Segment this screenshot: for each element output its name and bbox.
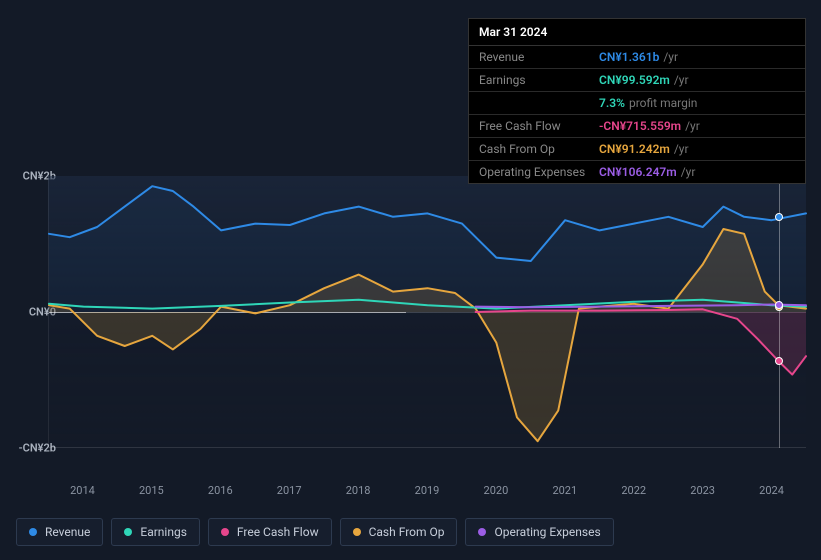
legend-item-earnings[interactable]: Earnings bbox=[111, 518, 200, 546]
x-axis-label: 2019 bbox=[415, 484, 440, 497]
tooltip-date: Mar 31 2024 bbox=[469, 19, 805, 46]
x-axis-label: 2015 bbox=[139, 484, 164, 497]
legend-label: Earnings bbox=[140, 525, 187, 539]
tooltip-row: Cash From OpCN¥91.242m/yr bbox=[469, 138, 805, 161]
tooltip-value: CN¥91.242m bbox=[599, 142, 670, 156]
legend-swatch bbox=[353, 528, 361, 536]
tooltip-unit: /yr bbox=[685, 119, 700, 133]
tooltip-label: Earnings bbox=[479, 73, 599, 87]
tooltip-label: Operating Expenses bbox=[479, 165, 599, 179]
x-axis-label: 2016 bbox=[208, 484, 233, 497]
x-axis-label: 2018 bbox=[346, 484, 371, 497]
tooltip-label: Revenue bbox=[479, 50, 599, 64]
tooltip-unit: /yr bbox=[663, 50, 678, 64]
legend-label: Operating Expenses bbox=[494, 525, 600, 539]
tooltip-label bbox=[479, 96, 599, 110]
tooltip-row: RevenueCN¥1.361b/yr bbox=[469, 46, 805, 69]
legend-label: Revenue bbox=[45, 525, 90, 539]
legend-item-fcf[interactable]: Free Cash Flow bbox=[208, 518, 332, 546]
tooltip-row: Free Cash Flow-CN¥715.559m/yr bbox=[469, 115, 805, 138]
tooltip-value: CN¥106.247m bbox=[599, 165, 677, 179]
x-axis: 2014 2015 2016 2017 2018 2019 2020 2021 2022 2023… bbox=[48, 484, 806, 498]
x-axis-label: 2021 bbox=[552, 484, 577, 497]
tooltip-unit: profit margin bbox=[629, 96, 697, 110]
tooltip-value: CN¥1.361b bbox=[599, 50, 659, 64]
legend-swatch bbox=[478, 528, 486, 536]
x-axis-label: 2024 bbox=[759, 484, 784, 497]
legend-item-cfo[interactable]: Cash From Op bbox=[340, 518, 458, 546]
tooltip-value: 7.3% bbox=[599, 96, 625, 110]
tooltip-row: Operating ExpensesCN¥106.247m/yr bbox=[469, 161, 805, 183]
legend-swatch bbox=[221, 528, 229, 536]
tooltip-row: 7.3% profit margin bbox=[469, 92, 805, 115]
opex-marker bbox=[775, 301, 783, 309]
legend-item-opex[interactable]: Operating Expenses bbox=[465, 518, 613, 546]
tooltip-rows: RevenueCN¥1.361b/yrEarningsCN¥99.592m/yr… bbox=[469, 46, 805, 183]
x-axis-label: 2022 bbox=[621, 484, 646, 497]
revenue-marker bbox=[775, 213, 783, 221]
revenue-area bbox=[49, 186, 806, 312]
legend-swatch bbox=[124, 528, 132, 536]
legend-label: Cash From Op bbox=[369, 525, 445, 539]
tooltip-value: -CN¥715.559m bbox=[599, 119, 681, 133]
plot-region[interactable] bbox=[48, 176, 806, 448]
legend-swatch bbox=[29, 528, 37, 536]
tooltip-value: CN¥99.592m bbox=[599, 73, 670, 87]
tooltip-label: Cash From Op bbox=[479, 142, 599, 156]
tooltip-label: Free Cash Flow bbox=[479, 119, 599, 133]
tooltip-unit: /yr bbox=[674, 73, 689, 87]
x-axis-label: 2017 bbox=[277, 484, 302, 497]
x-axis-label: 2020 bbox=[484, 484, 509, 497]
tooltip-row: EarningsCN¥99.592m/yr bbox=[469, 69, 805, 92]
x-axis-label: 2014 bbox=[70, 484, 95, 497]
fcf-marker bbox=[775, 357, 783, 365]
data-tooltip: Mar 31 2024 RevenueCN¥1.361b/yrEarningsC… bbox=[468, 18, 806, 184]
x-axis-label: 2023 bbox=[690, 484, 715, 497]
legend-item-revenue[interactable]: Revenue bbox=[16, 518, 103, 546]
legend: Revenue Earnings Free Cash Flow Cash From O… bbox=[16, 518, 614, 546]
tooltip-unit: /yr bbox=[681, 165, 696, 179]
legend-label: Free Cash Flow bbox=[237, 525, 319, 539]
tooltip-unit: /yr bbox=[674, 142, 689, 156]
chart-area[interactable]: CN¥2bCN¥0-CN¥2b bbox=[16, 158, 806, 478]
